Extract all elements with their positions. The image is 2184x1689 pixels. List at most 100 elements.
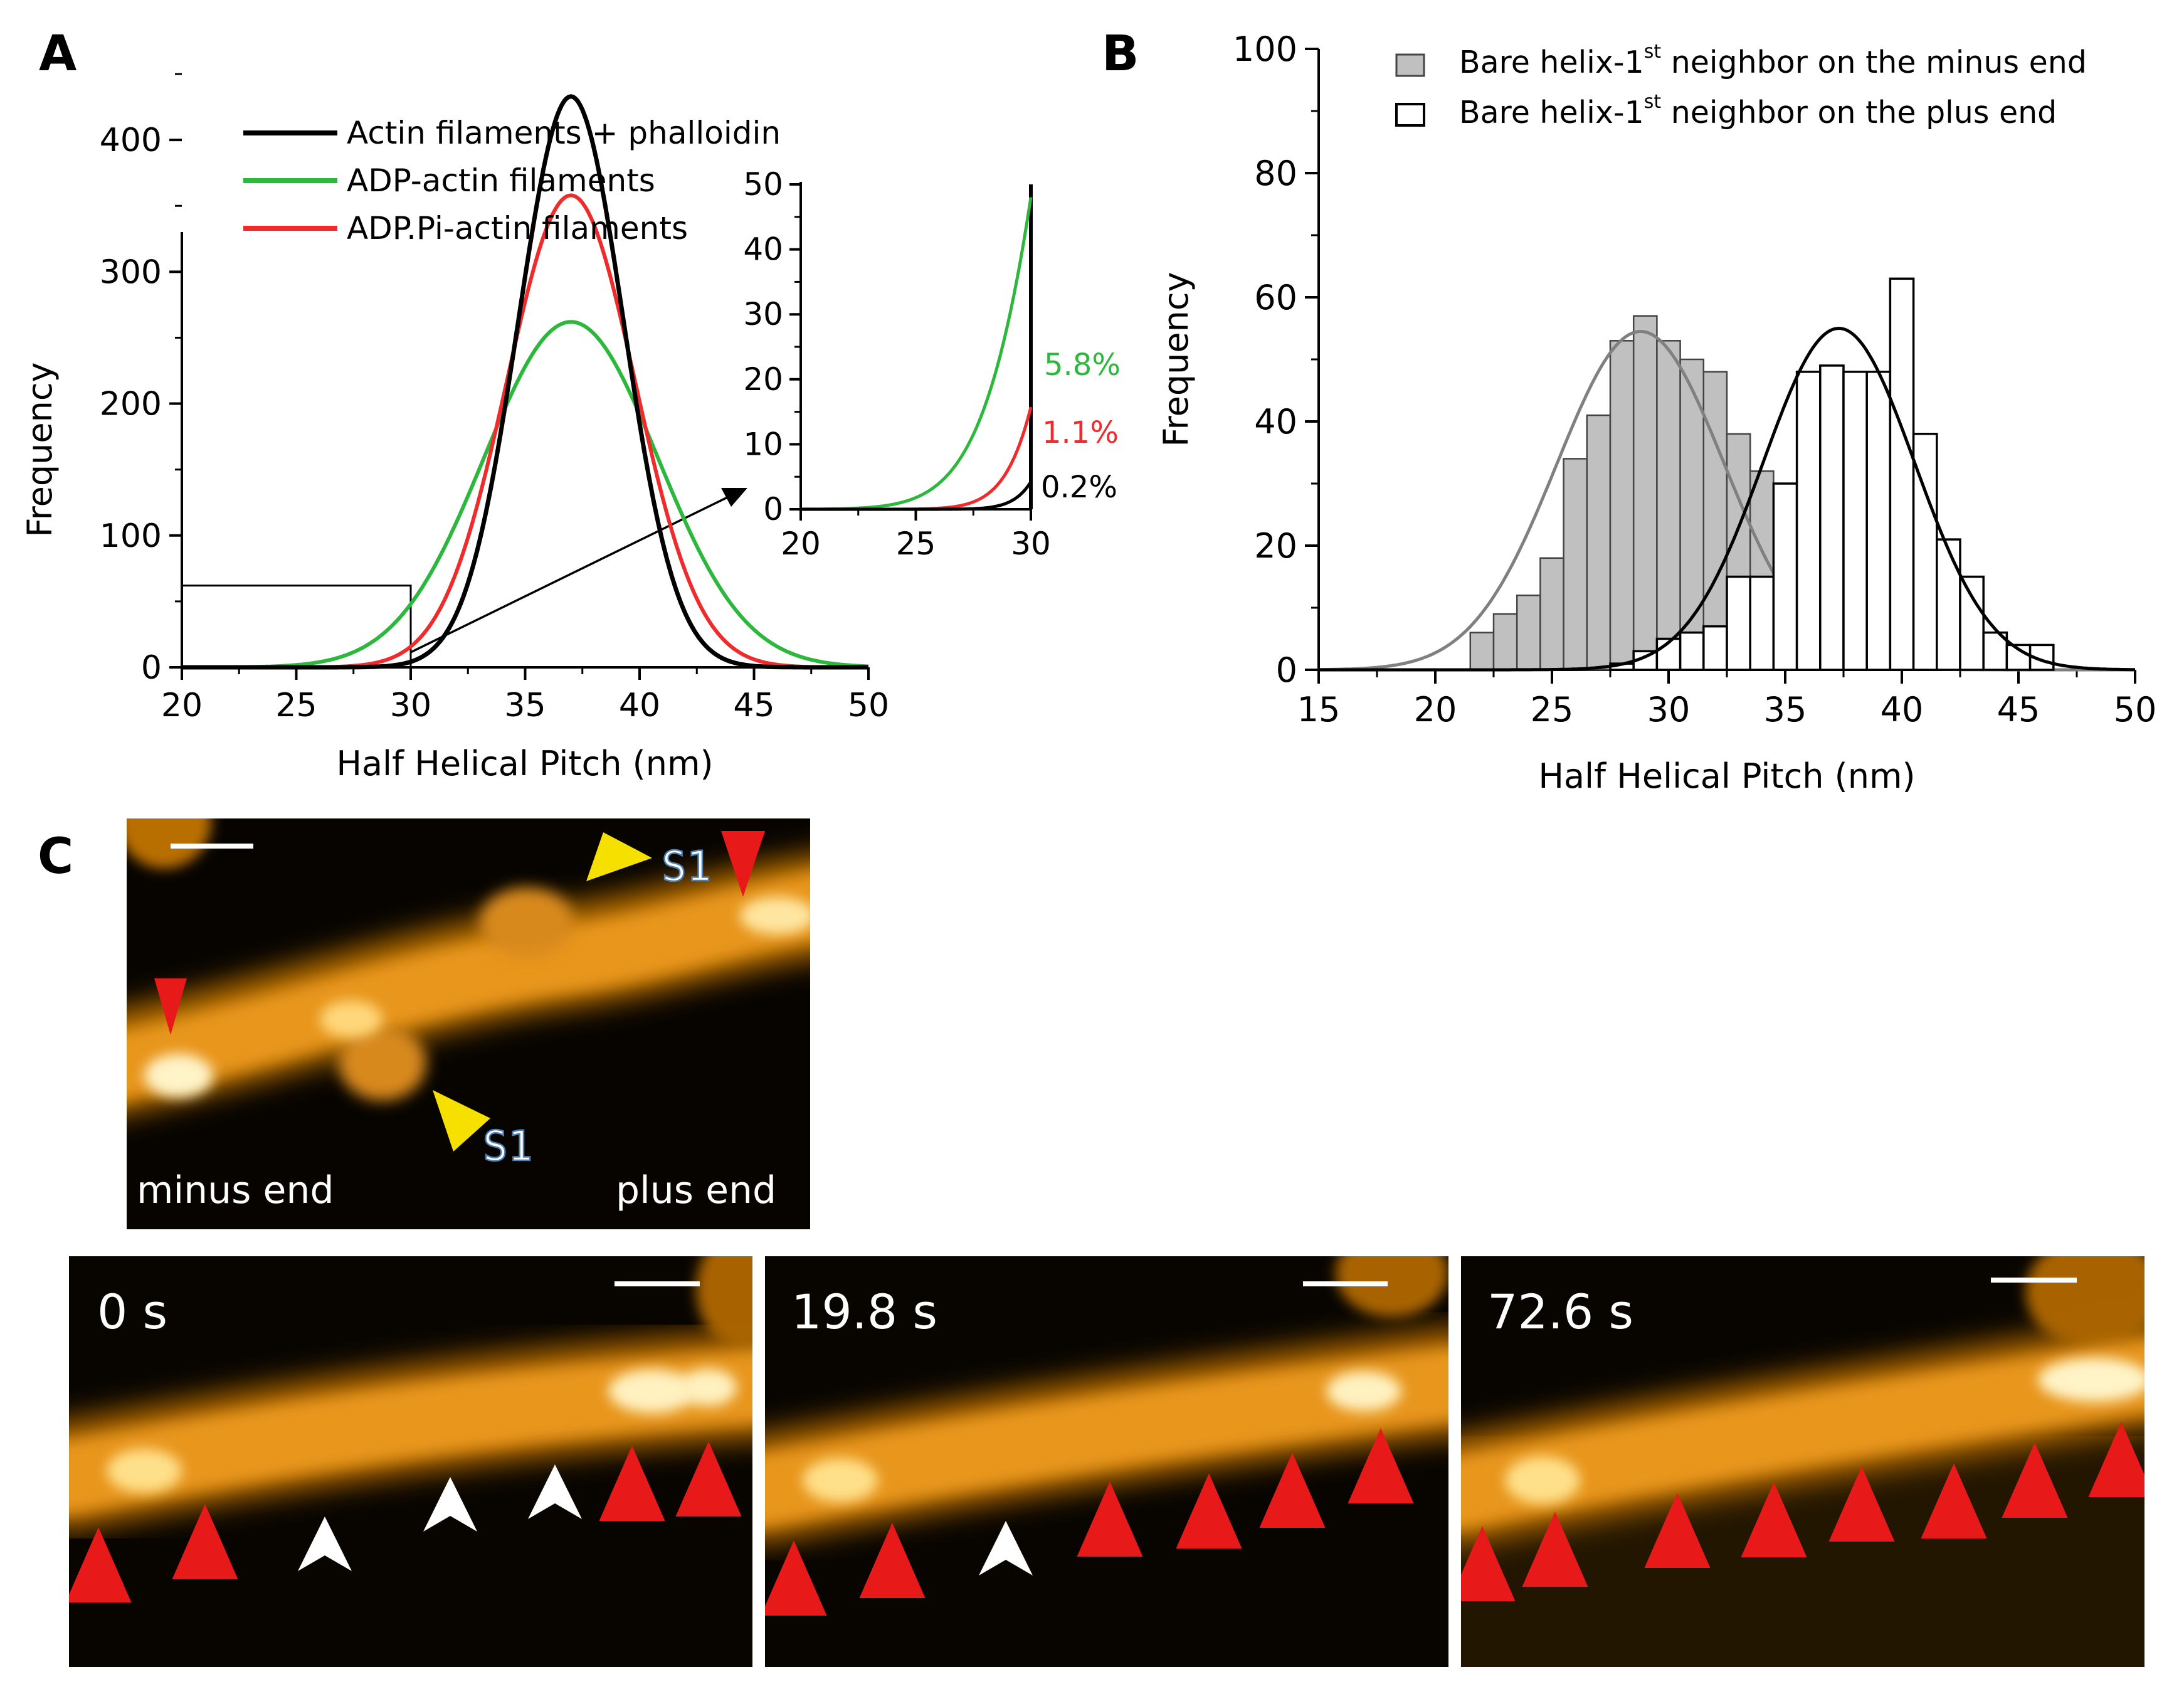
afm-top-minus-end-label: minus end: [137, 1168, 334, 1212]
inset-curve-0: [801, 480, 1033, 511]
afm-top-red-marker-right: [721, 831, 765, 897]
frame1-highlight-c: [680, 1369, 737, 1406]
b-bar-plus: [1749, 575, 1775, 671]
legend-minus-suffix: neighbor on the minus end: [1661, 45, 2087, 80]
red-arrowhead-marker: [1176, 1473, 1242, 1549]
frame1-time-label: 0 s: [97, 1284, 167, 1340]
red-arrowhead-marker: [2088, 1422, 2144, 1497]
afm-top-s1-bump-upper: [480, 887, 574, 956]
b-fit-plus: [1319, 326, 2135, 672]
b-bar-minus: [1563, 458, 1588, 671]
b-bar-plus: [1679, 631, 1705, 671]
a-x-tick-label: 25: [275, 687, 317, 724]
inset-x-tick-label: 30: [1011, 526, 1051, 562]
b-legend: Bare helix-1st neighbor on the minus end…: [1395, 41, 2087, 130]
inset-curves: [801, 197, 1033, 511]
b-bar-minus: [1469, 632, 1495, 671]
afm-frame-0s: 0 s: [69, 1256, 752, 1667]
panel-a-letter: A: [39, 26, 76, 82]
b-bar-plus: [2028, 643, 2055, 671]
inset-y-tick-label: 40: [743, 231, 783, 268]
afm-top-corner-blob: [127, 818, 211, 869]
a-x-tick-label: 35: [504, 687, 546, 724]
b-bars-plus-end: [1609, 277, 2055, 671]
frame2-highlight-a: [803, 1458, 878, 1502]
b-bar-plus: [1702, 625, 1728, 671]
panel-b: B 15 20 25 30 35 40 45 50 0 20 40 60 80 100 Half Heli…: [1102, 26, 2156, 796]
legend-swatch-minus: [1395, 53, 1425, 77]
red-arrowhead-marker: [675, 1441, 742, 1517]
red-arrowhead-marker: [1077, 1481, 1143, 1557]
panel-c-letter: C: [38, 829, 73, 885]
frame2-markers: [765, 1428, 1414, 1616]
b-bar-plus: [1865, 371, 1892, 671]
afm-frame-72-6s: 72.6 s: [1461, 1256, 2144, 1667]
b-y-tick-label: 80: [1254, 154, 1297, 193]
b-bar-plus: [1726, 575, 1751, 671]
inset-x-tick-label: 25: [896, 526, 936, 562]
afm-top-filament: [127, 873, 810, 1099]
legend-label-phalloidin: Actin filaments + phalloidin: [347, 115, 781, 151]
panel-b-letter: B: [1102, 26, 1139, 82]
b-bar-minus: [1656, 340, 1681, 671]
a-x-tick-label: 45: [733, 687, 774, 724]
a-zoom-box: [181, 585, 412, 669]
red-arrowhead-marker: [1921, 1463, 1987, 1538]
afm-top-image: S1 S1 minus end plus end: [127, 818, 810, 1229]
red-arrowhead-marker: [765, 1540, 827, 1616]
inset-tick-labels: 20 25 30 0 10 20 30 40 50: [743, 166, 1050, 562]
afm-top-yellow-arrow-lower: [433, 1090, 490, 1152]
a-inset: 20 25 30 0 10 20 30 40 50 5.8% 1.1% 0.2%: [743, 166, 1121, 562]
red-arrowhead-marker: [1828, 1466, 1895, 1542]
frame1-corner-blob: [696, 1256, 752, 1348]
b-bar-plus: [1795, 371, 1822, 671]
b-bar-minus: [1702, 371, 1728, 671]
b-x-tick-label: 50: [2114, 690, 2157, 729]
frame3-highlight-a: [1505, 1456, 1580, 1504]
legend-plus-suffix: neighbor on the plus end: [1661, 95, 2057, 130]
frame2-time-label: 19.8 s: [791, 1284, 937, 1340]
legend-minus-sup: st: [1644, 41, 1662, 63]
a-legend: Actin filaments + phalloidin ADP-actin f…: [243, 115, 781, 246]
frame2-corner-blob: [1336, 1256, 1448, 1317]
inset-x-tick-label: 20: [781, 526, 821, 562]
inset-ticks: [789, 183, 1032, 521]
frame1-highlight-a: [107, 1449, 182, 1493]
b-bar-minus: [1586, 414, 1612, 671]
b-bar-plus: [1936, 538, 1961, 671]
frame1-highlight-b: [608, 1369, 696, 1413]
red-arrowhead-marker: [69, 1527, 132, 1602]
legend-label-minus: Bare helix-1st neighbor on the minus end: [1459, 41, 2087, 80]
b-x-tick-label: 45: [1997, 690, 2040, 729]
afm-top-s1-label-upper: S1: [662, 842, 711, 891]
a-x-tick-label: 30: [390, 687, 431, 724]
b-x-axis-title: Half Helical Pitch (nm): [1538, 756, 1915, 796]
inset-y-tick-label: 10: [743, 426, 783, 462]
a-x-axis-title: Half Helical Pitch (nm): [336, 744, 713, 783]
a-curve-0: [182, 94, 868, 670]
b-bar-plus: [1842, 371, 1868, 671]
inset-y-tick-label: 50: [743, 166, 783, 203]
red-arrowhead-marker: [599, 1446, 665, 1521]
a-x-tick-label: 20: [161, 687, 203, 724]
b-bar-plus: [1959, 575, 1985, 671]
legend-plus-sup: st: [1644, 91, 1662, 113]
b-y-tick-label: 20: [1254, 526, 1297, 566]
inset-curve-1: [801, 197, 1033, 511]
white-arrowhead-marker: [298, 1517, 352, 1571]
red-arrowhead-marker: [2002, 1443, 2068, 1518]
frame3-markers: [1461, 1422, 2144, 1601]
legend-label-plus: Bare helix-1st neighbor on the plus end: [1459, 91, 2057, 130]
legend-plus-name: Bare helix-1: [1459, 95, 1644, 130]
a-y-tick-label: 400: [100, 122, 162, 159]
red-arrowhead-marker: [1522, 1512, 1588, 1587]
afm-top-s1-label-lower: S1: [483, 1122, 532, 1170]
b-x-tick-label: 25: [1531, 690, 1574, 729]
frame2-highlight-b: [1326, 1371, 1401, 1411]
a-zoom-arrow-line: [410, 496, 728, 654]
frame1-markers: [69, 1441, 742, 1602]
a-y-tick-label: 0: [141, 649, 162, 687]
